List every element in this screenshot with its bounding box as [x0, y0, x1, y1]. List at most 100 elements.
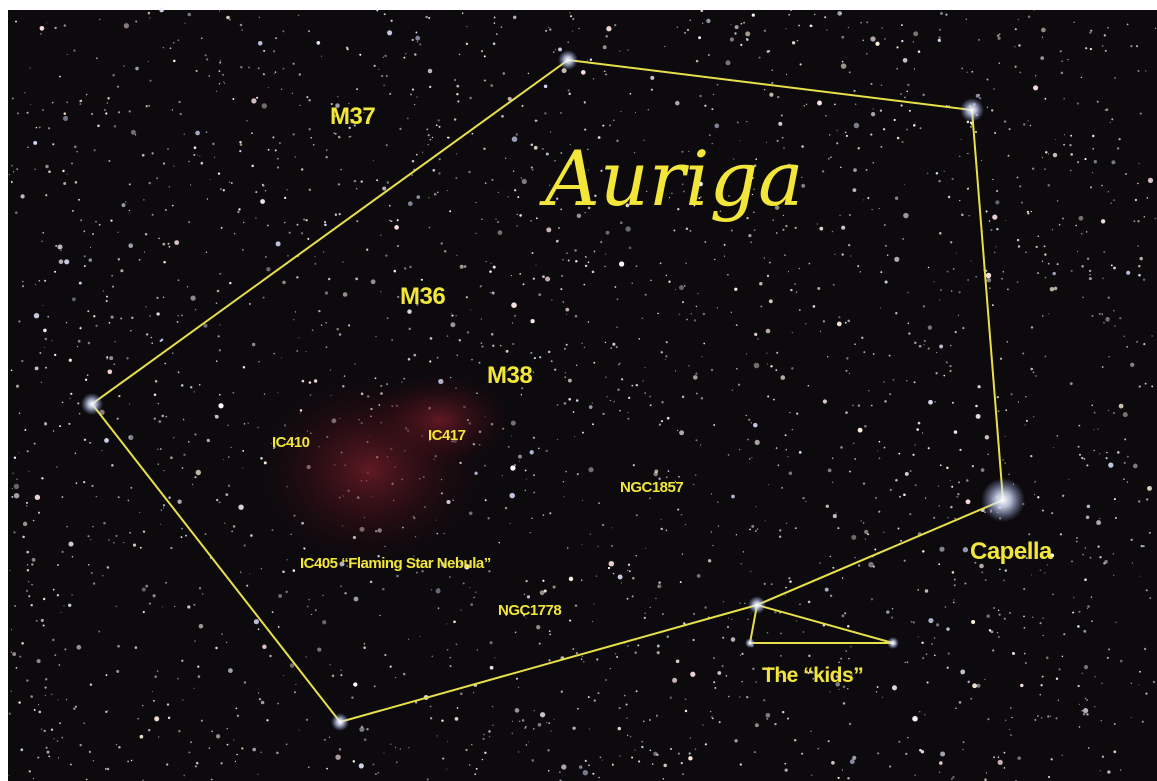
star: [1137, 183, 1138, 184]
star: [27, 564, 29, 566]
star: [842, 770, 843, 771]
star: [376, 179, 378, 181]
star: [325, 291, 328, 294]
star: [45, 338, 48, 341]
star: [248, 423, 249, 424]
star: [946, 361, 948, 363]
star: [1000, 358, 1002, 360]
star: [1106, 457, 1108, 459]
star: [870, 134, 872, 136]
star: [914, 342, 917, 345]
star: [1081, 77, 1082, 78]
star: [277, 158, 278, 159]
star: [63, 605, 64, 606]
star: [139, 512, 140, 513]
star: [717, 671, 721, 675]
star: [481, 346, 483, 348]
star: [99, 19, 100, 20]
star: [703, 313, 705, 315]
star: [78, 199, 80, 201]
star: [318, 310, 320, 312]
star: [1058, 700, 1059, 701]
star: [15, 21, 17, 23]
star: [705, 743, 707, 745]
star: [967, 681, 969, 683]
star: [576, 365, 577, 366]
star: [1083, 713, 1086, 716]
star: [114, 125, 117, 128]
star: [1155, 28, 1156, 29]
star: [841, 226, 845, 230]
star: [178, 315, 179, 316]
star: [163, 470, 164, 471]
star: [584, 101, 586, 103]
star: [548, 659, 550, 661]
star: [414, 104, 415, 105]
star: [178, 39, 179, 40]
star: [544, 85, 547, 88]
star: [548, 27, 549, 28]
star: [1037, 715, 1038, 716]
star: [829, 134, 830, 135]
star: [237, 715, 239, 717]
star: [239, 150, 241, 152]
star: [11, 369, 13, 371]
star: [1009, 128, 1011, 130]
star: [711, 108, 713, 110]
star: [915, 122, 916, 123]
star: [880, 271, 882, 273]
star: [106, 296, 108, 298]
star: [43, 329, 47, 333]
star: [1063, 98, 1065, 100]
star: [689, 230, 691, 232]
star: [264, 393, 265, 394]
star: [1139, 671, 1141, 673]
star: [117, 645, 120, 648]
star: [632, 595, 634, 597]
star: [736, 368, 737, 369]
star: [304, 548, 306, 550]
star: [13, 531, 15, 533]
star: [987, 454, 989, 456]
star: [157, 449, 158, 450]
star: [278, 594, 282, 598]
star: [618, 575, 623, 580]
star: [1143, 278, 1145, 280]
star: [896, 68, 898, 70]
star: [881, 85, 883, 87]
star: [1035, 75, 1036, 76]
star: [631, 385, 633, 387]
star: [177, 321, 179, 323]
star: [399, 128, 401, 130]
star: [453, 621, 456, 624]
star: [771, 82, 773, 84]
star: [252, 748, 256, 752]
star: [702, 725, 703, 726]
star: [240, 143, 243, 146]
star: [609, 124, 611, 126]
star: [682, 553, 683, 554]
star: [766, 329, 771, 334]
star: [1061, 72, 1064, 75]
star: [66, 526, 67, 527]
star: [193, 604, 195, 606]
star: [287, 255, 289, 256]
star: [1047, 715, 1049, 717]
star: [1018, 245, 1020, 247]
star: [877, 752, 879, 754]
star: [915, 775, 916, 776]
star: [966, 72, 967, 73]
star: [1143, 545, 1145, 547]
star: [395, 747, 396, 748]
star: [630, 93, 632, 95]
star: [1101, 720, 1102, 721]
star: [469, 764, 471, 766]
star: [1094, 160, 1097, 163]
star: [597, 546, 598, 547]
star: [14, 456, 16, 458]
star: [1107, 657, 1109, 659]
star: [38, 704, 39, 705]
star: [1079, 425, 1081, 427]
star: [201, 37, 203, 39]
star: [380, 235, 381, 236]
